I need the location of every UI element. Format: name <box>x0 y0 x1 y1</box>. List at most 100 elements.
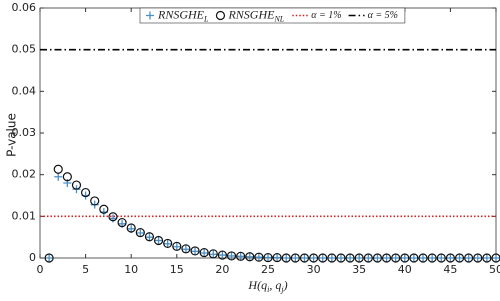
y-tick-label: 0.04 <box>12 84 37 97</box>
circle-marker <box>144 232 155 242</box>
plus-marker <box>400 254 409 262</box>
legend-marker: RNSGHEL <box>157 7 209 24</box>
circle-marker <box>482 253 492 263</box>
circle-marker <box>263 252 273 263</box>
plus-marker <box>209 250 218 259</box>
x-tick-label: 50 <box>489 263 500 276</box>
circle-marker <box>363 253 373 263</box>
circle-marker <box>290 253 300 263</box>
x-tick-label: 45 <box>443 263 457 276</box>
circle-marker <box>454 253 465 263</box>
plus-marker <box>282 254 291 262</box>
plus-marker <box>336 254 345 262</box>
circle-marker <box>391 253 401 263</box>
plus-marker <box>364 254 373 262</box>
plus-marker <box>382 254 391 262</box>
y-tick-label: 0.05 <box>12 43 37 56</box>
circle-marker <box>381 253 392 263</box>
x-tick-label: 0 <box>37 263 44 276</box>
plot-area <box>39 7 497 259</box>
plus-marker <box>191 247 200 256</box>
plus-marker <box>145 233 154 242</box>
circle-marker <box>336 253 346 263</box>
circle-marker <box>464 253 474 263</box>
plus-marker <box>327 254 336 262</box>
plus-marker <box>309 254 318 262</box>
circle-marker <box>215 10 226 21</box>
circle-marker <box>163 238 173 249</box>
circle-marker <box>372 253 383 263</box>
circle-marker <box>108 212 118 222</box>
circle-marker <box>172 241 182 251</box>
plus-marker <box>54 172 63 181</box>
circle-marker <box>418 253 428 263</box>
circle-marker <box>99 204 109 214</box>
x-tick-label: 10 <box>124 263 138 276</box>
plus-marker <box>473 254 482 262</box>
x-tick-label: 40 <box>398 263 412 276</box>
x-tick-label: 25 <box>261 263 275 276</box>
circle-marker <box>491 253 500 263</box>
circle-marker <box>436 253 446 263</box>
plus-marker <box>437 254 446 262</box>
circle-marker <box>354 253 364 263</box>
legend-marker <box>139 7 406 24</box>
circle-marker <box>445 253 455 263</box>
plus-marker <box>154 236 163 245</box>
plus-marker <box>218 251 227 260</box>
circle-marker <box>80 187 91 198</box>
x-tick-label: 5 <box>82 263 89 276</box>
plus-marker <box>236 252 245 261</box>
y-tick-label: 0.03 <box>12 126 37 139</box>
circle-marker <box>53 164 63 174</box>
plus-marker <box>254 253 263 262</box>
plus-marker <box>163 239 172 248</box>
circle-marker <box>226 251 237 261</box>
circle-marker <box>318 253 328 263</box>
plus-marker <box>300 254 309 262</box>
circle-marker <box>217 250 227 260</box>
circle-marker <box>400 253 410 263</box>
legend: RNSGHEL RNSGHENL α = 1% α = 5% <box>139 7 406 24</box>
circle-marker <box>62 172 72 182</box>
circle-marker <box>327 253 337 263</box>
plus-marker <box>346 254 355 262</box>
plus-marker <box>264 253 272 262</box>
circle-marker <box>208 249 218 259</box>
y-axis-label: P-value <box>5 113 19 157</box>
circle-marker <box>135 227 145 238</box>
circle-marker <box>117 217 127 228</box>
circle-marker <box>309 253 319 263</box>
legend-label: α = 5% <box>368 10 398 21</box>
plus-marker <box>45 254 54 262</box>
legend-label: RNSGHENL <box>227 7 284 24</box>
plus-marker <box>464 254 473 262</box>
circle-marker <box>181 244 191 254</box>
legend-label: α = 1% <box>311 10 341 21</box>
plus-marker <box>409 254 418 262</box>
plus-marker <box>492 254 500 262</box>
circle-marker <box>236 251 246 261</box>
plus-marker <box>355 254 364 262</box>
x-tick-label: 35 <box>352 263 366 276</box>
plus-marker <box>181 245 190 254</box>
circle-marker <box>427 253 437 263</box>
plus-marker <box>172 242 181 251</box>
circle-marker <box>126 223 136 233</box>
circle-marker <box>90 196 100 206</box>
plus-marker <box>227 251 236 260</box>
plus-marker <box>482 254 491 262</box>
x-tick-label: 20 <box>215 263 229 276</box>
circle-marker <box>44 253 54 263</box>
plus-marker <box>419 254 428 262</box>
x-tick-label: 30 <box>307 263 321 276</box>
x-tick-label: 15 <box>170 263 184 276</box>
plus-marker <box>391 254 400 262</box>
plus-marker <box>455 254 464 262</box>
y-tick-label: 0.01 <box>12 209 37 222</box>
circle-marker <box>473 253 483 263</box>
plus-marker <box>245 252 254 261</box>
circle-marker <box>409 253 419 263</box>
plus-marker <box>146 11 154 20</box>
